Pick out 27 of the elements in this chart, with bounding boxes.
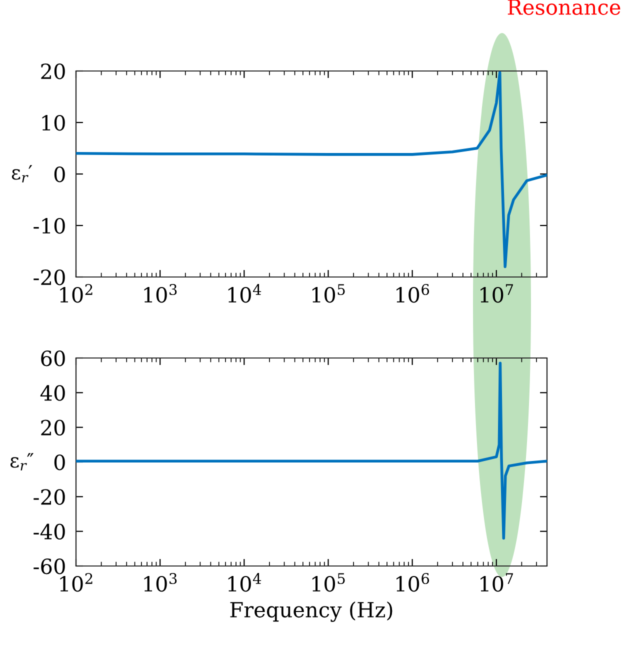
y-tick-label: 20: [41, 63, 65, 80]
x-tick-label: 10$^{4}$: [228, 573, 262, 592]
y-tick-label: -10: [34, 218, 65, 234]
x-tick-label: 10$^{4}$: [228, 284, 262, 303]
y-axis-title: ε$_{r}$″: [10, 453, 34, 470]
x-tick-label: 10$^{3}$: [144, 284, 177, 303]
y-tick-label: -20: [34, 489, 65, 505]
x-axis-title: Frequency (Hz): [230, 601, 392, 622]
y-tick-label: 60: [41, 350, 65, 366]
y-tick-label: -40: [34, 524, 65, 540]
x-tick-label: 10$^{2}$: [60, 573, 92, 592]
x-tick-label: 10$^{5}$: [312, 284, 345, 303]
x-tick-label: 10$^{7}$: [480, 284, 513, 303]
x-tick-label: 10$^{3}$: [144, 573, 177, 592]
x-tick-label: 10$^{6}$: [396, 284, 430, 303]
x-tick-label: 10$^{7}$: [480, 573, 513, 592]
y-tick-label: 0: [54, 454, 65, 470]
x-tick-label: 10$^{2}$: [60, 284, 92, 303]
x-tick-label: 10$^{5}$: [312, 573, 345, 592]
y-axis-title: ε$_{r}$′: [12, 165, 32, 182]
y-tick-label: -20: [34, 269, 65, 286]
y-tick-label: 20: [41, 420, 65, 436]
y-tick-label: 0: [54, 166, 65, 182]
y-tick-label: 40: [40, 385, 65, 401]
y-tick-label: -60: [34, 558, 65, 574]
y-tick-label: 10: [42, 114, 65, 131]
x-tick-label: 10$^{6}$: [396, 573, 430, 592]
